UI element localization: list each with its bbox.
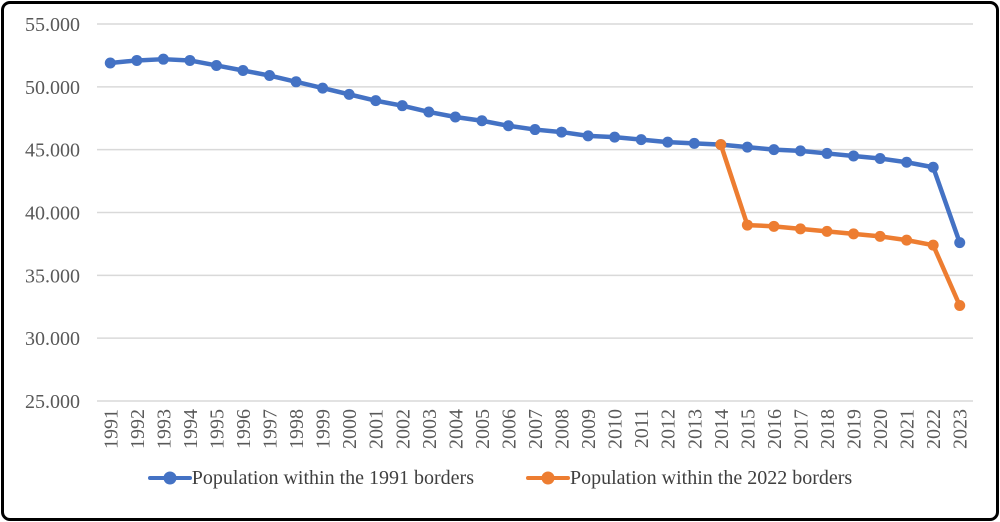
x-axis-tick-label: 2011 (631, 409, 653, 448)
data-point (104, 57, 116, 69)
data-point (927, 161, 939, 173)
chart-legend: Population within the 1991 borders Popul… (0, 468, 1000, 488)
data-point (874, 230, 886, 242)
data-point (556, 126, 568, 138)
y-axis-tick-label: 35.000 (25, 265, 80, 287)
data-point (476, 115, 488, 127)
y-axis-tick-label: 40.000 (25, 203, 80, 225)
x-axis-tick-label: 2000 (339, 409, 361, 449)
y-axis-tick-label: 55.000 (25, 14, 80, 36)
x-axis-tick-label: 2013 (684, 409, 706, 449)
y-axis-tick-label: 30.000 (25, 328, 80, 350)
x-axis-tick-label: 1996 (233, 409, 255, 449)
data-point (582, 130, 594, 142)
x-axis-tick-label: 2007 (525, 409, 547, 449)
data-point (157, 53, 169, 65)
population-line-chart: 25.000 30.000 35.000 40.000 45.000 50.000 55.0… (25, 14, 973, 449)
data-point (848, 228, 860, 240)
legend-dot-orange-icon (541, 471, 555, 485)
data-point (927, 239, 939, 251)
data-point (237, 64, 249, 76)
data-point (423, 106, 435, 118)
legend-dot-blue-icon (163, 471, 177, 485)
data-point (502, 120, 514, 132)
data-point (848, 150, 860, 162)
x-axis-tick-label: 2020 (870, 409, 892, 449)
legend-item-2022-borders: Population within the 2022 borders (526, 468, 852, 488)
data-point (184, 54, 196, 66)
data-point (821, 147, 833, 159)
x-axis-tick-label: 2006 (498, 409, 520, 449)
x-axis-tick-label: 2016 (764, 409, 786, 449)
data-point (768, 220, 780, 232)
data-point (396, 100, 408, 112)
data-point (609, 131, 621, 143)
x-axis-tick-label: 2022 (923, 409, 945, 449)
x-axis-tick-label: 1999 (313, 409, 335, 449)
x-axis-tick-label: 1992 (127, 409, 149, 449)
x-axis-tick-label: 1994 (180, 409, 202, 449)
data-point (370, 95, 382, 107)
x-axis-tick-label: 1993 (153, 409, 175, 449)
x-axis-tick-label: 2019 (844, 409, 866, 449)
data-point (741, 141, 753, 153)
data-point (688, 137, 700, 149)
x-axis-tick-label: 2012 (658, 409, 680, 449)
data-point (131, 54, 143, 66)
y-axis-tick-label: 25.000 (25, 391, 80, 413)
x-axis-tick-label: 1998 (286, 409, 308, 449)
x-axis-tick-label: 2008 (552, 409, 574, 449)
x-axis-tick-label: 2001 (366, 409, 388, 449)
x-axis-tick-label: 2023 (950, 409, 972, 449)
x-axis-tick-label: 2005 (472, 409, 494, 449)
x-axis-tick-label: 2003 (419, 409, 441, 449)
data-point (449, 111, 461, 123)
data-point (635, 134, 647, 146)
x-axis-tick-label: 2002 (392, 409, 414, 449)
legend-marker-orange-icon (526, 471, 570, 485)
x-axis-tick-label: 2021 (897, 409, 919, 449)
x-axis-tick-label: 2015 (737, 409, 759, 449)
data-point (901, 234, 913, 246)
legend-label-2022-borders: Population within the 2022 borders (570, 467, 853, 489)
data-point (741, 219, 753, 231)
legend-label-1991-borders: Population within the 1991 borders (191, 467, 474, 489)
x-axis-tick-label: 2004 (445, 409, 467, 449)
x-axis-tick-label: 2009 (578, 409, 600, 449)
data-point (901, 156, 913, 168)
x-axis-tick-label: 2010 (605, 409, 627, 449)
data-point (768, 144, 780, 156)
x-axis-tick-label: 2017 (790, 409, 812, 449)
data-point (794, 223, 806, 235)
data-point (343, 88, 355, 100)
data-point (317, 82, 329, 94)
x-axis-tick-label: 2014 (711, 409, 733, 449)
y-axis-tick-label: 45.000 (25, 140, 80, 162)
x-axis-tick-label: 1995 (206, 409, 228, 449)
data-point (715, 139, 727, 151)
data-point (290, 76, 302, 88)
data-point (662, 136, 674, 148)
series-line-2022-borders (718, 142, 962, 308)
data-point (874, 152, 886, 164)
data-point (529, 124, 541, 136)
data-point (210, 59, 222, 71)
data-point (954, 299, 966, 311)
x-axis-tick-label: 2018 (817, 409, 839, 449)
data-point (821, 225, 833, 237)
y-axis-tick-label: 50.000 (25, 77, 80, 99)
x-axis-tick-label: 1997 (260, 409, 282, 449)
x-axis-tick-label: 1991 (100, 409, 122, 449)
legend-marker-blue-icon (147, 471, 192, 485)
data-point (264, 70, 276, 82)
legend-item-1991-borders: Population within the 1991 borders (147, 467, 474, 489)
data-point (794, 145, 806, 157)
data-point (954, 237, 966, 249)
